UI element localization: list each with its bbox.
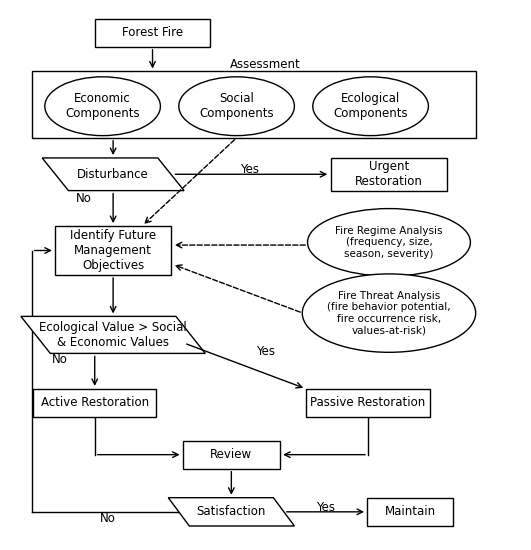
Text: Identify Future
Management
Objectives: Identify Future Management Objectives [70,229,156,272]
FancyBboxPatch shape [366,498,453,526]
Text: Disturbance: Disturbance [77,168,149,181]
FancyBboxPatch shape [33,389,157,417]
Polygon shape [42,158,184,191]
Text: Yes: Yes [316,501,335,514]
Ellipse shape [179,77,294,136]
FancyBboxPatch shape [306,389,430,417]
Ellipse shape [302,274,476,353]
FancyBboxPatch shape [55,226,171,275]
Text: Urgent
Restoration: Urgent Restoration [355,160,423,188]
Text: Ecological
Components: Ecological Components [333,92,408,120]
Text: Satisfaction: Satisfaction [196,505,266,518]
Ellipse shape [307,208,470,276]
Text: Social
Components: Social Components [199,92,274,120]
Text: Passive Restoration: Passive Restoration [310,397,425,409]
Text: No: No [52,353,67,366]
Text: Ecological Value > Social
& Economic Values: Ecological Value > Social & Economic Val… [39,321,187,349]
FancyBboxPatch shape [183,441,280,469]
Text: Yes: Yes [240,163,259,177]
Text: Economic
Components: Economic Components [65,92,140,120]
Text: No: No [76,192,92,205]
Text: Active Restoration: Active Restoration [41,397,149,409]
Text: Fire Regime Analysis
(frequency, size,
season, severity): Fire Regime Analysis (frequency, size, s… [335,226,443,259]
FancyBboxPatch shape [32,72,476,138]
Polygon shape [168,498,294,526]
Text: Maintain: Maintain [384,505,435,518]
FancyBboxPatch shape [331,158,447,191]
Ellipse shape [45,77,160,136]
Polygon shape [21,316,205,354]
Ellipse shape [313,77,429,136]
Text: Review: Review [210,448,252,461]
Text: Fire Threat Analysis
(fire behavior potential,
fire occurrence risk,
values-at-r: Fire Threat Analysis (fire behavior pote… [327,291,451,335]
Text: Assessment: Assessment [230,58,301,72]
Text: No: No [100,512,116,525]
Text: Forest Fire: Forest Fire [122,26,183,39]
FancyBboxPatch shape [95,19,210,47]
Text: Yes: Yes [256,345,275,358]
